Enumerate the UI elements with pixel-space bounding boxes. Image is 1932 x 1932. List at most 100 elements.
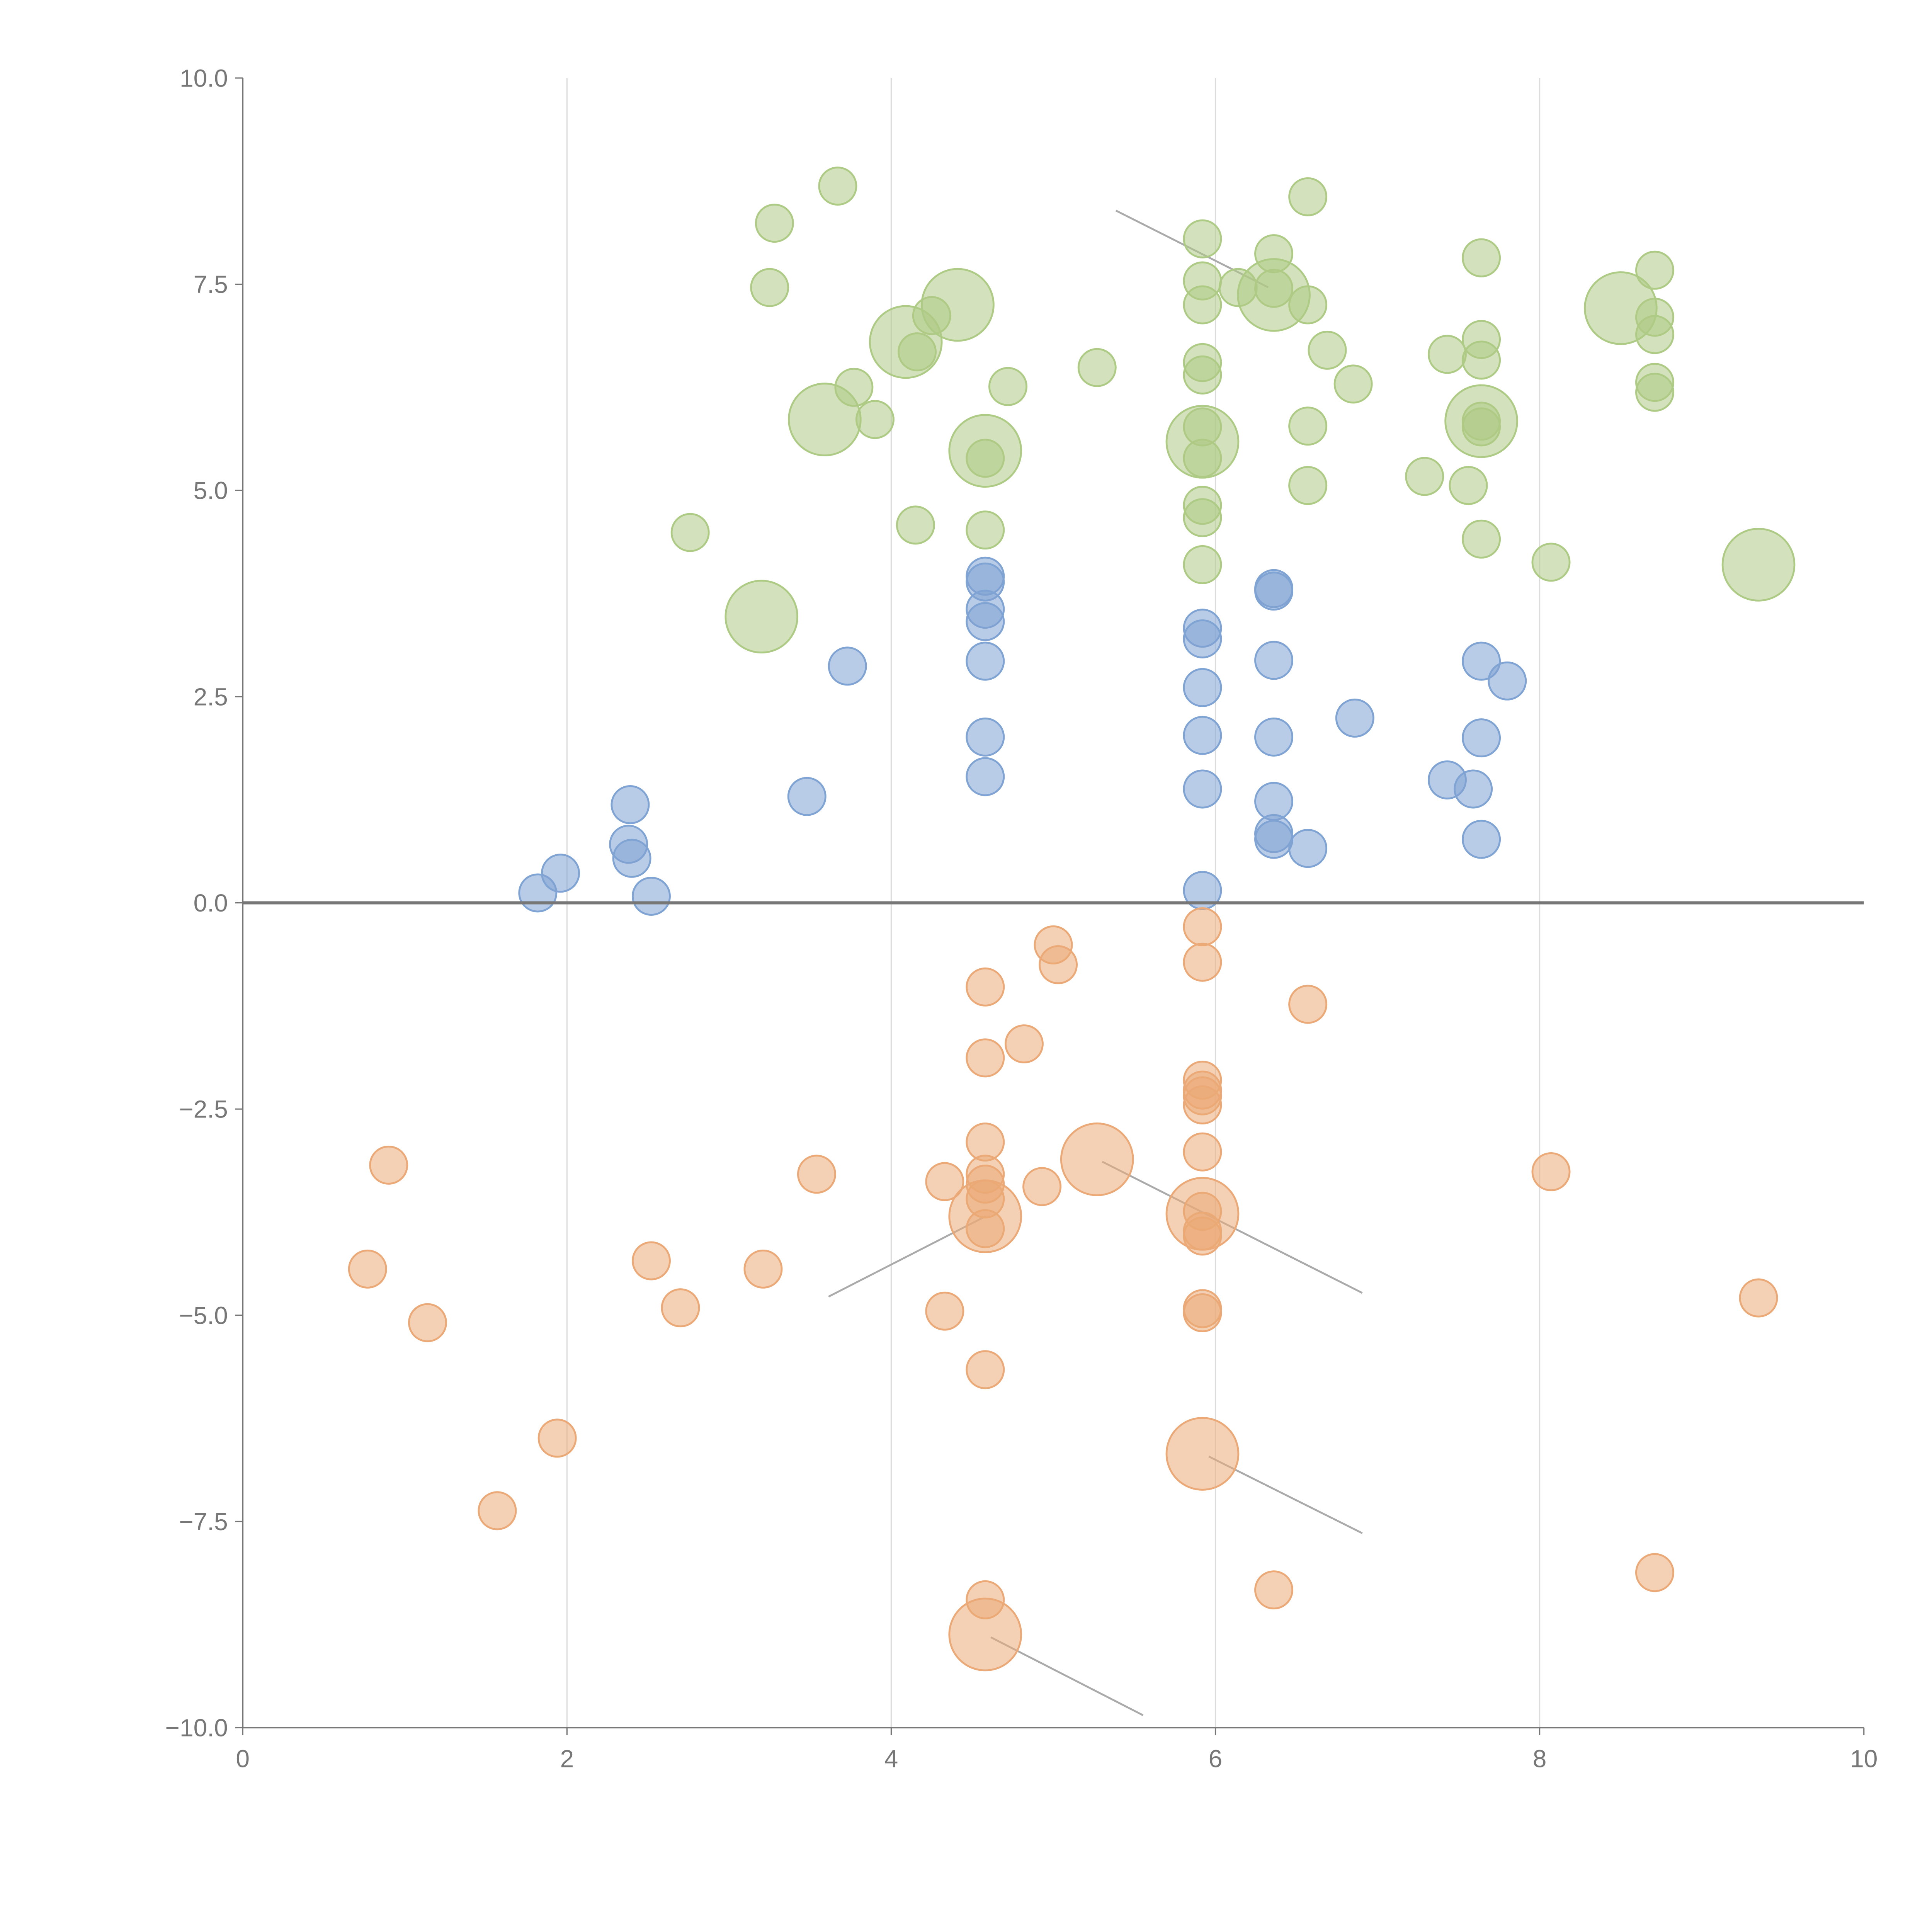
data-point-green	[788, 383, 862, 457]
data-point-blue	[1183, 668, 1222, 707]
data-point-blue	[1288, 829, 1328, 868]
data-point-blue	[1183, 619, 1222, 658]
y-tick-label: −7.5	[179, 1508, 228, 1536]
data-point-blue	[1454, 769, 1493, 809]
data-point-orange	[478, 1491, 517, 1531]
data-point-blue	[1254, 641, 1294, 680]
data-point-green	[670, 513, 710, 552]
data-point-orange	[1739, 1278, 1778, 1318]
data-point-green	[1444, 384, 1518, 458]
data-point-green	[1183, 285, 1222, 325]
x-tick-label: 2	[560, 1745, 574, 1773]
data-point-blue	[631, 876, 671, 916]
x-tick-label: 10	[1850, 1745, 1878, 1773]
data-point-orange	[348, 1249, 387, 1289]
data-point-orange	[1254, 1570, 1294, 1610]
data-point-orange	[966, 1038, 1005, 1078]
data-points	[348, 167, 1796, 1672]
data-point-orange	[631, 1241, 671, 1281]
data-point-blue	[966, 641, 1005, 681]
data-point-orange	[1183, 942, 1222, 982]
data-point-orange	[1183, 1132, 1222, 1172]
data-point-orange	[1183, 1085, 1222, 1124]
data-point-orange	[743, 1249, 783, 1289]
data-point-green	[1183, 355, 1222, 395]
y-tick-label: 7.5	[194, 270, 228, 298]
data-point-green	[1531, 543, 1571, 582]
data-point-blue	[1462, 641, 1501, 681]
data-point-orange	[1060, 1122, 1134, 1196]
data-point-green	[1237, 258, 1311, 332]
data-point-green	[818, 167, 857, 206]
data-point-blue	[966, 757, 1005, 796]
data-point-green	[755, 204, 794, 243]
data-point-orange	[1165, 1417, 1240, 1491]
data-point-green	[1165, 405, 1240, 479]
data-point-green	[1427, 335, 1467, 374]
data-point-blue	[1183, 716, 1222, 755]
data-point-orange	[966, 967, 1005, 1007]
data-point-green	[921, 268, 995, 342]
data-point-green	[750, 268, 789, 307]
data-point-orange	[1635, 1553, 1674, 1592]
data-point-blue	[1254, 717, 1294, 757]
data-point-green	[896, 505, 935, 545]
data-point-blue	[1335, 698, 1374, 738]
data-point-green	[1288, 406, 1328, 446]
data-point-blue	[1488, 661, 1527, 701]
x-tick-label: 6	[1209, 1745, 1223, 1773]
data-point-orange	[925, 1162, 964, 1201]
data-point-green	[1449, 466, 1488, 505]
data-point-blue	[612, 838, 651, 878]
data-point-orange	[797, 1155, 836, 1194]
y-tick-label: −10.0	[165, 1714, 228, 1742]
data-point-green	[966, 510, 1005, 550]
data-point-orange	[661, 1288, 700, 1328]
data-point-blue	[966, 717, 1005, 757]
data-point-green	[988, 367, 1027, 406]
y-tick-label: 10.0	[180, 64, 228, 92]
x-tick-label: 8	[1533, 1745, 1547, 1773]
data-point-orange	[537, 1418, 577, 1458]
data-point-green	[855, 400, 895, 439]
data-point-green	[948, 414, 1022, 488]
data-point-green	[1721, 527, 1796, 602]
data-point-green	[1635, 250, 1674, 290]
data-point-green	[1462, 238, 1501, 277]
data-point-green	[1405, 457, 1444, 496]
data-point-orange	[369, 1145, 408, 1185]
annotation-leader-lines	[828, 209, 1363, 1716]
x-tick-label: 4	[884, 1745, 898, 1773]
data-point-blue	[1254, 571, 1294, 611]
data-point-green	[1584, 271, 1658, 345]
data-point-orange	[1022, 1167, 1062, 1206]
data-point-orange	[1288, 985, 1328, 1024]
data-point-blue	[1462, 718, 1501, 758]
data-point-blue	[966, 602, 1005, 641]
y-tick-label: 5.0	[194, 477, 228, 505]
data-point-green	[1077, 348, 1117, 387]
data-point-orange	[1531, 1152, 1571, 1191]
x-tick-label: 0	[236, 1745, 250, 1773]
data-point-orange	[1183, 907, 1222, 946]
data-point-blue	[1183, 769, 1222, 809]
data-point-green	[1183, 219, 1222, 259]
data-point-orange	[948, 1179, 1022, 1253]
data-point-blue	[541, 854, 580, 893]
data-point-blue	[611, 785, 650, 824]
data-point-orange	[1004, 1024, 1044, 1064]
data-point-green	[1462, 519, 1501, 559]
axes: 0 2 4 6 8 10 10.0 7.5 5.0 2.5 0.0 −2.5 −5.0 −7.5 −10.0	[165, 64, 1878, 1772]
data-point-green	[1288, 466, 1328, 505]
data-point-green	[1333, 364, 1373, 404]
data-point-green	[1183, 498, 1222, 537]
data-point-green	[1462, 340, 1501, 380]
data-point-blue	[1462, 820, 1501, 859]
data-point-orange	[966, 1350, 1005, 1389]
y-tick-label: 0.0	[194, 889, 228, 917]
series-orange	[348, 907, 1778, 1672]
data-point-green	[1308, 330, 1347, 370]
data-point-orange	[948, 1597, 1022, 1672]
data-point-orange	[925, 1291, 964, 1331]
